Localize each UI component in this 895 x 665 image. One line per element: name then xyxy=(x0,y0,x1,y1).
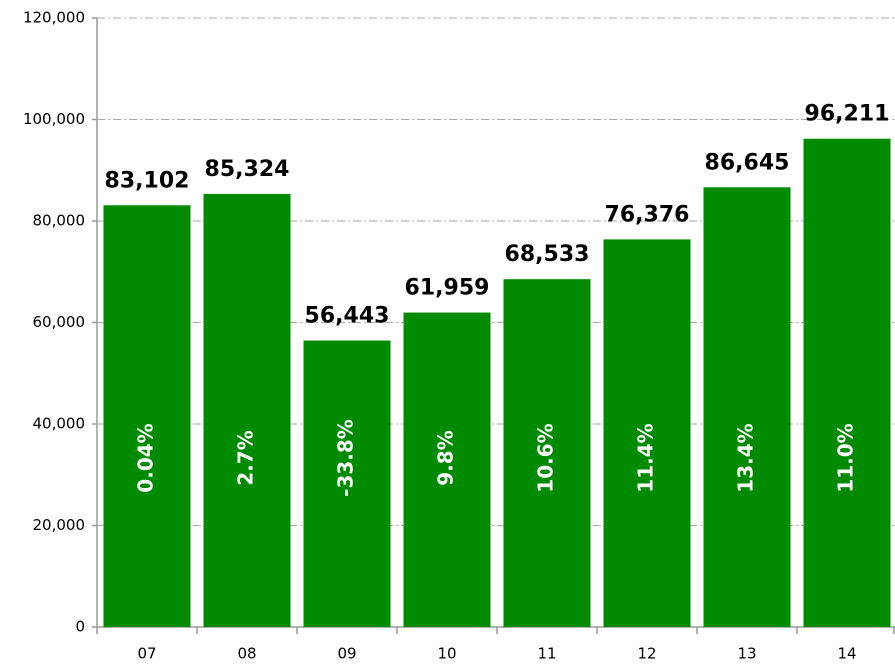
growth-label: 9.8% xyxy=(434,430,458,485)
bar xyxy=(203,193,291,627)
x-tick-label: 10 xyxy=(437,645,456,663)
value-label: 86,645 xyxy=(705,150,790,175)
x-tick-label: 12 xyxy=(637,645,656,663)
x-tick-label: 07 xyxy=(137,645,156,663)
bar xyxy=(603,239,691,628)
growth-label: -33.8% xyxy=(334,419,358,497)
value-label: 85,324 xyxy=(205,157,290,182)
bar xyxy=(303,340,391,627)
growth-label: 13.4% xyxy=(734,423,758,492)
bar xyxy=(703,187,791,628)
bar xyxy=(103,205,191,627)
y-tick-label: 80,000 xyxy=(33,212,86,230)
value-label: 68,533 xyxy=(505,242,590,267)
x-tick-label: 09 xyxy=(337,645,356,663)
x-tick-label: 13 xyxy=(737,645,756,663)
y-tick-label: 100,000 xyxy=(23,110,85,128)
y-tick-label: 120,000 xyxy=(23,9,85,27)
x-tick-label: 14 xyxy=(837,645,856,663)
bar xyxy=(803,138,891,627)
x-tick-label: 08 xyxy=(237,645,256,663)
value-label: 56,443 xyxy=(305,304,390,329)
growth-label: 11.0% xyxy=(834,423,858,492)
y-tick-label: 40,000 xyxy=(33,415,86,433)
growth-label: 0.04% xyxy=(134,423,158,492)
x-tick-label: 11 xyxy=(537,645,556,663)
y-tick-label: 20,000 xyxy=(33,516,86,534)
bar xyxy=(403,312,491,627)
value-label: 83,102 xyxy=(105,168,190,193)
y-tick-label: 0 xyxy=(75,618,85,636)
value-label: 76,376 xyxy=(605,202,690,227)
y-tick-label: 60,000 xyxy=(33,313,86,331)
bar xyxy=(503,279,591,627)
value-label: 96,211 xyxy=(805,102,890,127)
value-label: 61,959 xyxy=(405,276,490,301)
growth-label: 11.4% xyxy=(634,423,658,492)
growth-label: 10.6% xyxy=(534,423,558,492)
growth-label: 2.7% xyxy=(234,430,258,485)
